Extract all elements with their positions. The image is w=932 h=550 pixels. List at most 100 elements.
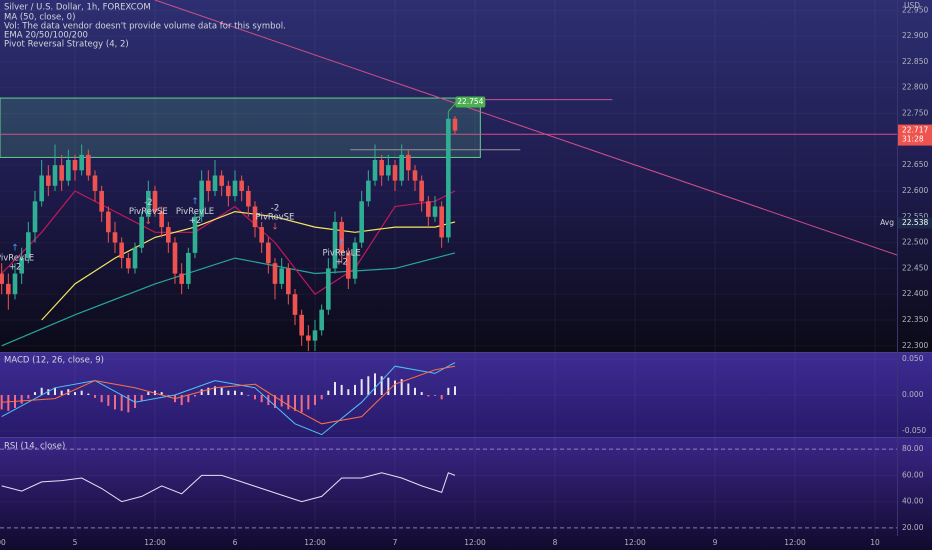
candle-body bbox=[359, 201, 364, 243]
candle-body bbox=[146, 190, 151, 217]
candle-body bbox=[179, 273, 184, 284]
macd-title: MACD (12, 26, close, 9) bbox=[4, 356, 104, 366]
y-tick-label: 22.550 bbox=[902, 212, 928, 221]
candle-body bbox=[326, 268, 331, 310]
histogram-bar bbox=[54, 387, 56, 395]
histogram-bar bbox=[94, 395, 96, 398]
histogram-bar bbox=[127, 395, 130, 413]
candle-body bbox=[272, 263, 278, 284]
signal-arrow: ↑ bbox=[11, 244, 19, 254]
x-tick-label: 12:00 bbox=[304, 538, 326, 547]
histogram-bar bbox=[60, 390, 63, 395]
histogram-bar bbox=[320, 395, 323, 400]
candle-body bbox=[192, 216, 198, 253]
candle-body bbox=[239, 180, 244, 191]
candle-body bbox=[266, 242, 271, 264]
currency: USD bbox=[904, 1, 920, 10]
indicator-legend: Vol: The data vendor doesn't provide vol… bbox=[4, 22, 286, 32]
histogram-bar bbox=[27, 395, 30, 399]
y-tick-label: 20.00 bbox=[902, 523, 924, 532]
ma-line bbox=[1, 190, 456, 296]
histogram-bar bbox=[314, 395, 316, 406]
candle-body bbox=[286, 268, 291, 295]
candle-body bbox=[412, 170, 418, 181]
candle-body bbox=[299, 314, 304, 336]
candle-body bbox=[319, 309, 324, 331]
signal-arrow: ↑ bbox=[191, 197, 199, 207]
candle-body bbox=[399, 154, 404, 181]
candle-body bbox=[226, 185, 231, 197]
histogram-bar bbox=[40, 387, 43, 395]
x-tick-label: 12:00 bbox=[784, 538, 806, 547]
x-tick-label: 12:00 bbox=[464, 538, 486, 547]
y-tick-label: 22.300 bbox=[902, 341, 928, 350]
candle-body bbox=[419, 180, 424, 202]
histogram-bar bbox=[214, 386, 216, 395]
candle-body bbox=[39, 175, 44, 202]
histogram-bar bbox=[180, 395, 183, 406]
candle-body bbox=[92, 175, 98, 191]
signal-label: PivRevSE bbox=[129, 207, 168, 217]
histogram-bar bbox=[327, 390, 330, 395]
high-label-leader bbox=[447, 102, 457, 112]
candle-body bbox=[112, 232, 118, 243]
x-tick-label: 10 bbox=[870, 538, 880, 547]
histogram-bar bbox=[220, 387, 223, 395]
high-label-box bbox=[455, 96, 486, 108]
histogram-bar bbox=[234, 390, 236, 395]
candle-body bbox=[139, 216, 144, 248]
macd-line bbox=[1, 365, 456, 425]
x-tick-label: 9 bbox=[713, 538, 718, 547]
histogram-bar bbox=[194, 395, 196, 397]
y-tick-label: 60.00 bbox=[902, 470, 924, 479]
candle-body bbox=[246, 190, 251, 207]
candle-body bbox=[99, 190, 104, 212]
signal-qty: +2 bbox=[335, 257, 348, 267]
candle-body bbox=[159, 211, 164, 228]
y-tick-label: 40.00 bbox=[902, 497, 924, 506]
signal-qty: +2 bbox=[189, 216, 202, 226]
signal-qty: +2 bbox=[9, 263, 22, 273]
indicator-legend: Pivot Reversal Strategy (4, 2) bbox=[4, 40, 129, 50]
signal-qty: -2 bbox=[271, 203, 279, 213]
signal-label: PivRevLE bbox=[0, 254, 34, 264]
candle-body bbox=[446, 118, 451, 238]
candle-body bbox=[452, 118, 458, 131]
signal-arrow: ↑ bbox=[338, 238, 346, 248]
histogram-bar bbox=[187, 395, 190, 403]
histogram-bar bbox=[394, 380, 396, 395]
y-tick-label: 80.00 bbox=[902, 444, 924, 453]
avg-box bbox=[898, 217, 932, 229]
candle-body bbox=[259, 227, 264, 243]
histogram-bar bbox=[380, 376, 383, 395]
histogram-bar bbox=[407, 383, 410, 395]
candle-body bbox=[432, 206, 438, 217]
histogram-bar bbox=[87, 393, 90, 395]
candle-body bbox=[352, 242, 358, 279]
y-tick-label: 22.350 bbox=[902, 315, 928, 324]
histogram-bar bbox=[34, 392, 36, 395]
histogram-bar bbox=[207, 387, 210, 395]
x-tick-label: 12:00 bbox=[144, 538, 166, 547]
indicator-legend: MA (50, close, 0) bbox=[4, 13, 75, 23]
rsi-line bbox=[1, 472, 456, 503]
y-tick-label: 0.000 bbox=[902, 390, 924, 399]
candle-body bbox=[12, 273, 18, 295]
histogram-bar bbox=[260, 395, 263, 403]
candle-body bbox=[199, 180, 204, 217]
candle-body bbox=[106, 211, 111, 233]
y-tick-label: 22.750 bbox=[902, 109, 928, 118]
candle-body bbox=[392, 165, 398, 181]
candle-body bbox=[379, 160, 384, 176]
histogram-bar bbox=[334, 382, 336, 395]
y-tick-label: 22.600 bbox=[902, 186, 928, 195]
histogram-bar bbox=[300, 395, 303, 413]
candle-body bbox=[332, 221, 338, 269]
histogram-bar bbox=[7, 395, 10, 411]
y-tick-label: 22.800 bbox=[902, 83, 928, 92]
x-tick-label: 12:00 bbox=[624, 538, 646, 547]
candle-body bbox=[306, 335, 311, 341]
histogram-bar bbox=[107, 395, 110, 406]
candle-body bbox=[339, 221, 344, 253]
